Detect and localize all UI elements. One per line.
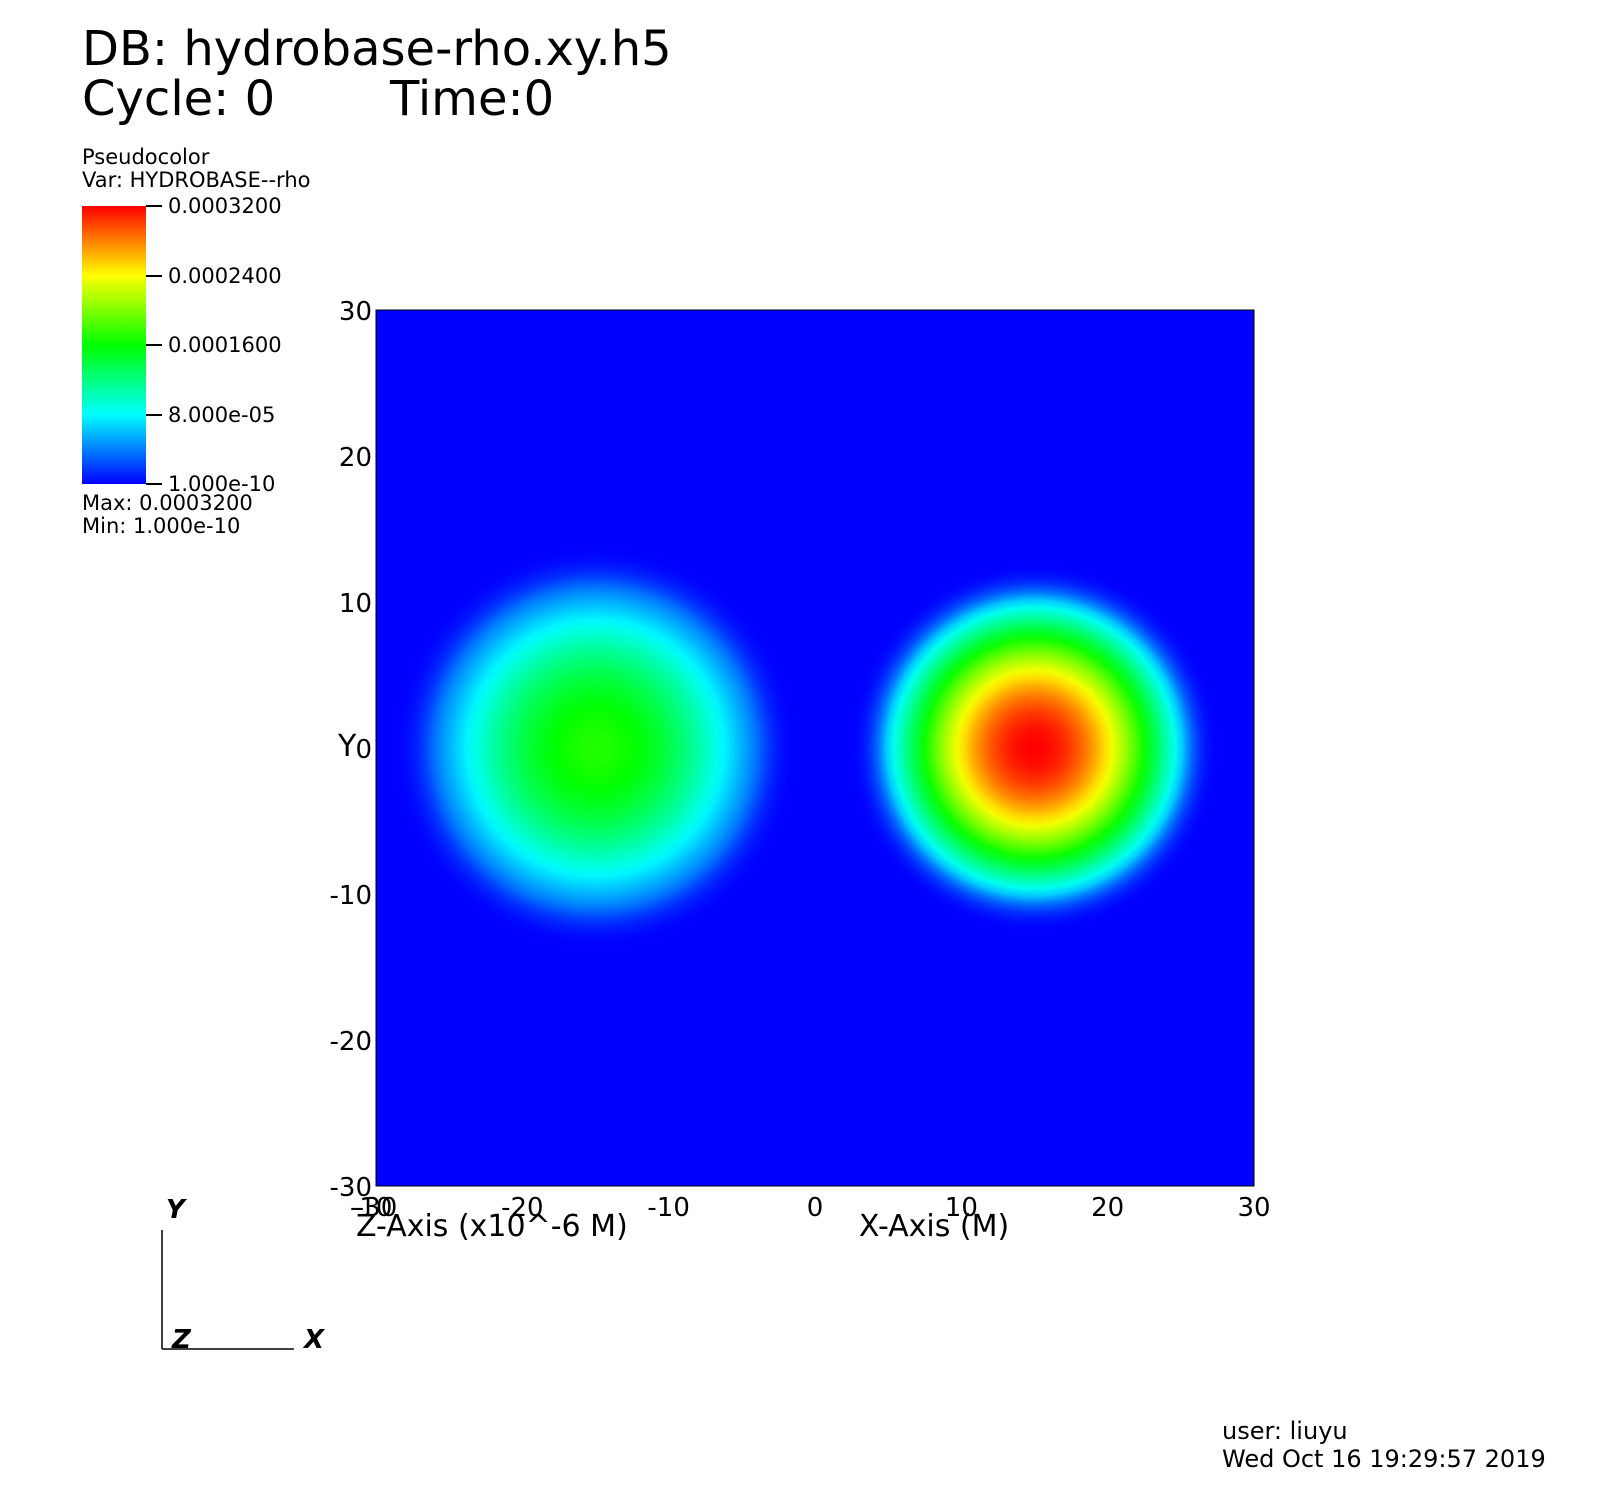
density-blob <box>847 560 1222 936</box>
y-tick-label: -30 <box>330 1173 372 1203</box>
x-tick-label: 30 <box>1237 1193 1270 1223</box>
x-tick-label: -30 <box>355 1193 397 1223</box>
x-axis-title: X-Axis (M) <box>859 1209 1009 1244</box>
y-axis-title: Y <box>337 729 357 764</box>
x-tick-label: -20 <box>501 1193 543 1223</box>
x-tick-label: -10 <box>647 1193 689 1223</box>
database-title: DB: hydrobase-rho.xy.h5 <box>82 21 672 77</box>
footer-date: Wed Oct 16 19:29:57 2019 <box>1222 1445 1546 1473</box>
colorbar-tick-mark <box>146 205 162 207</box>
colorbar-tick-mark <box>146 274 162 277</box>
z-axis-title: Z-Axis (x10^-6 M) <box>356 1209 628 1244</box>
y-tick-label: 10 <box>339 589 372 619</box>
colorbar-tick-label: 1.000e-10 <box>168 472 276 496</box>
density-blob <box>389 541 802 955</box>
colorbar-tick-mark <box>146 344 162 346</box>
colorbar-tick-label: 0.0003200 <box>168 194 282 218</box>
colorbar-tick-mark <box>146 413 162 416</box>
footer-user: user: liuyu <box>1222 1417 1348 1445</box>
z-tick-label: -10 <box>350 1193 392 1223</box>
colorbar-tick-mark <box>146 483 162 485</box>
plot-frame <box>375 309 1255 1187</box>
x-tick-label: 0 <box>807 1193 824 1223</box>
colorbar-tick-label: 0.0002400 <box>168 263 282 288</box>
triad-x-label: X <box>302 1325 326 1355</box>
y-tick-label: 30 <box>339 297 372 327</box>
y-tick-label: -20 <box>330 1027 372 1057</box>
triad-z-label: Z <box>171 1325 192 1355</box>
legend-max: Max: 0.0003200 <box>82 491 253 515</box>
triad-y-label: Y <box>166 1195 188 1225</box>
legend-variable: Var: HYDROBASE--rho <box>82 168 311 192</box>
y-tick-label: -10 <box>330 881 372 911</box>
y-tick-label: 20 <box>339 443 372 473</box>
legend-min: Min: 1.000e-10 <box>82 514 241 538</box>
cycle-label: Cycle: 0 <box>82 71 276 127</box>
x-tick-label: 20 <box>1091 1193 1124 1223</box>
time-label: Time:0 <box>390 71 555 127</box>
x-tick-label: 10 <box>945 1193 978 1223</box>
colorbar-tick-label: 8.000e-05 <box>168 402 276 427</box>
colorbar <box>82 206 146 484</box>
colorbar-tick-label: 0.0001600 <box>168 333 282 357</box>
legend-plot-type: Pseudocolor <box>82 145 210 169</box>
y-tick-label: 0 <box>355 735 372 765</box>
